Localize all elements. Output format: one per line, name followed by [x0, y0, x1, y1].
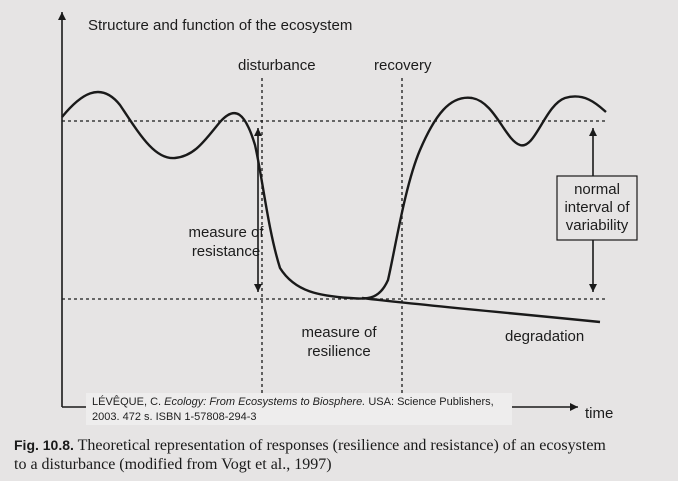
disturbance-label: disturbance — [238, 57, 316, 74]
response-curve — [61, 90, 607, 300]
caption-text: to a disturbance (modified from Vogt et … — [14, 456, 332, 473]
citation-box — [86, 393, 512, 425]
variability-label: interval of — [564, 199, 630, 216]
degradation-curve — [361, 296, 601, 324]
citation-details: 2003. 472 s. ISBN 1-57808-294-3 — [92, 411, 257, 423]
variability-label: variability — [566, 217, 629, 234]
variability-box — [556, 175, 638, 241]
caption-label: Fig. 10.8. — [14, 437, 74, 453]
y-axis-label: Structure and function of the ecosystem — [88, 17, 352, 34]
resistance-label: resistance — [192, 243, 260, 260]
resilience-label: resilience — [307, 343, 370, 360]
degradation-label: degradation — [505, 328, 584, 345]
caption-text: Theoretical representation of responses … — [78, 437, 607, 454]
variability-label: normal — [574, 181, 620, 198]
caption: Fig. 10.8. Theoretical representation of… — [14, 437, 606, 454]
x-axis-label: time — [585, 405, 613, 422]
resistance-label: measure of — [188, 224, 264, 241]
citation: LÉVÊQUE, C. Ecology: From Ecosystems to … — [92, 395, 494, 408]
resilience-label: measure of — [301, 324, 377, 341]
citation-title: Ecology: From Ecosystems to Biosphere. — [164, 396, 365, 408]
citation-publisher: USA: Science Publishers, — [368, 396, 493, 408]
recovery-label: recovery — [374, 57, 432, 74]
citation-author: LÉVÊQUE, C. — [92, 395, 161, 408]
